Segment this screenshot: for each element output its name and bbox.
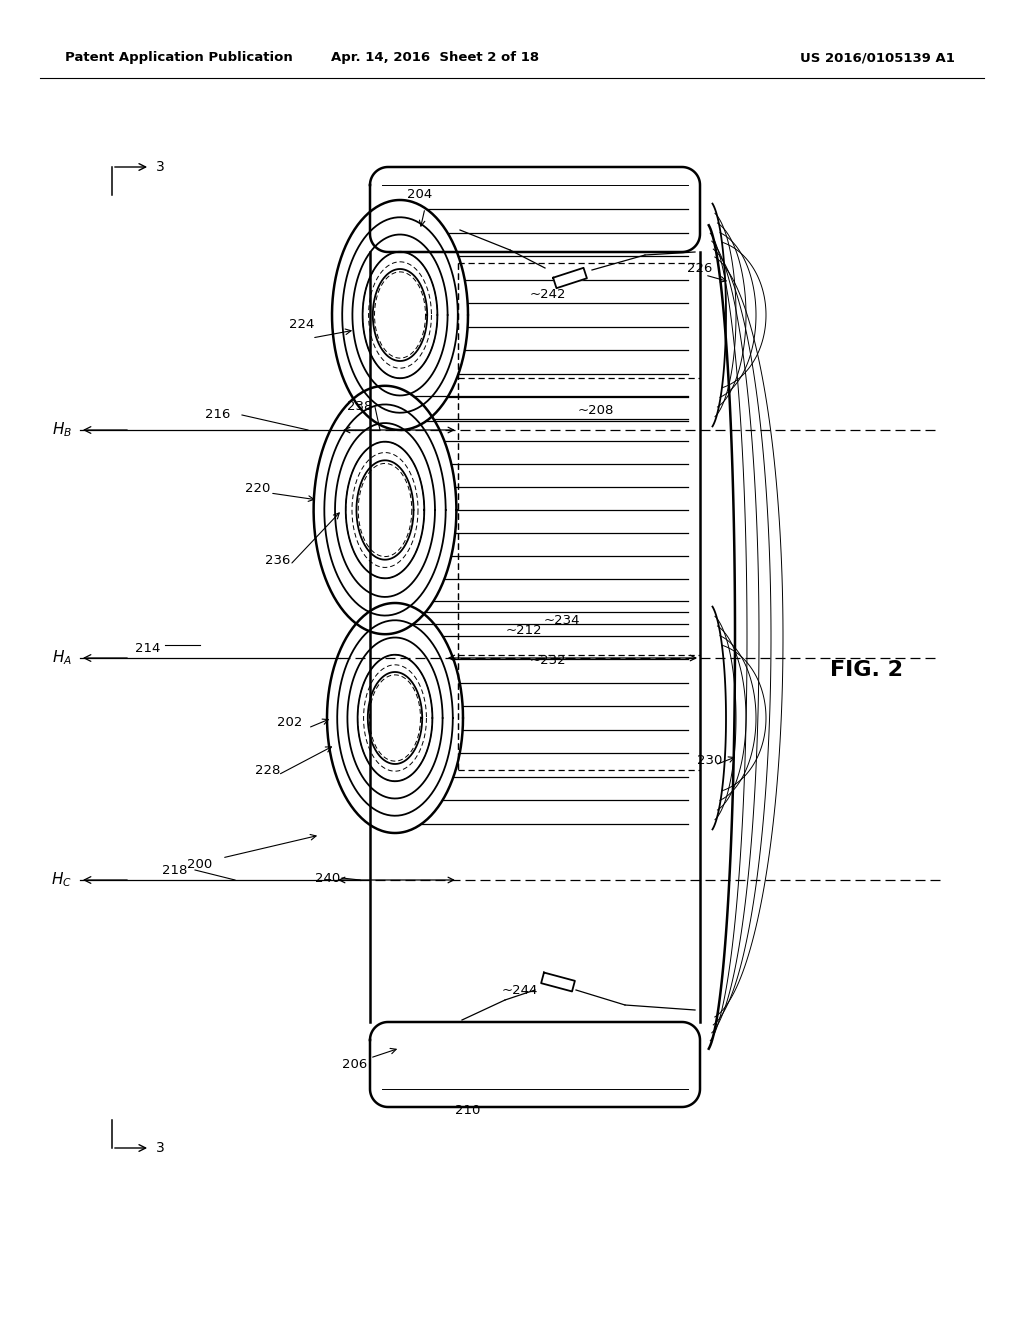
Text: 220: 220 xyxy=(246,482,270,495)
Text: 226: 226 xyxy=(687,261,713,275)
Text: 3: 3 xyxy=(156,1140,165,1155)
Text: 218: 218 xyxy=(163,863,187,876)
Text: 240: 240 xyxy=(315,871,341,884)
Text: 204: 204 xyxy=(408,189,432,202)
Text: US 2016/0105139 A1: US 2016/0105139 A1 xyxy=(800,51,955,65)
Text: 200: 200 xyxy=(187,858,213,871)
Text: 224: 224 xyxy=(290,318,314,331)
Text: ~232: ~232 xyxy=(529,653,566,667)
Text: Patent Application Publication: Patent Application Publication xyxy=(65,51,293,65)
Text: 202: 202 xyxy=(278,717,303,730)
Polygon shape xyxy=(553,268,587,288)
Polygon shape xyxy=(541,973,574,991)
Text: 236: 236 xyxy=(265,553,291,566)
Text: $H_C$: $H_C$ xyxy=(51,871,72,890)
Text: 230: 230 xyxy=(697,754,723,767)
Text: 3: 3 xyxy=(156,160,165,174)
Text: ~242: ~242 xyxy=(529,289,566,301)
Text: ~244: ~244 xyxy=(502,983,539,997)
Text: Apr. 14, 2016  Sheet 2 of 18: Apr. 14, 2016 Sheet 2 of 18 xyxy=(331,51,539,65)
Text: ~208: ~208 xyxy=(578,404,614,417)
Text: FIG. 2: FIG. 2 xyxy=(830,660,903,680)
Text: 228: 228 xyxy=(255,763,281,776)
Text: 216: 216 xyxy=(206,408,230,421)
Text: $H_B$: $H_B$ xyxy=(52,421,72,440)
Text: $H_A$: $H_A$ xyxy=(52,648,72,668)
Text: ~234: ~234 xyxy=(544,614,581,627)
Text: 214: 214 xyxy=(135,642,161,655)
Text: 210: 210 xyxy=(456,1104,480,1117)
Text: 238: 238 xyxy=(347,400,373,413)
Text: 206: 206 xyxy=(342,1059,368,1072)
Text: ~212: ~212 xyxy=(506,623,543,636)
